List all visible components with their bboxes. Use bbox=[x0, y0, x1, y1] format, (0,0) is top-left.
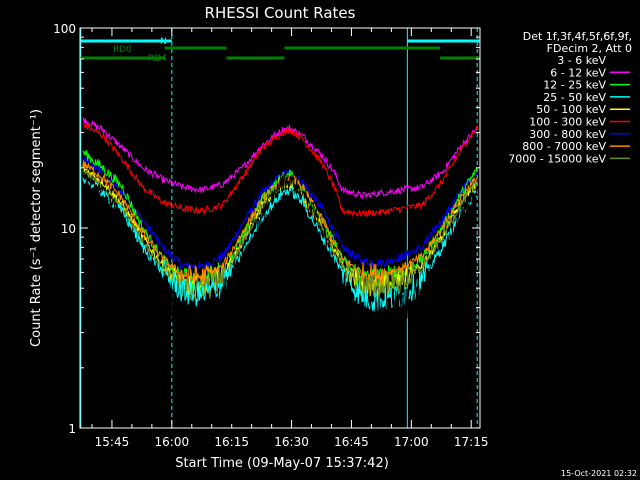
legend-entry-label: 25 - 50 keV bbox=[543, 91, 606, 104]
x-axis: 15:45 16:00 16:15 16:30 16:45 17:00 17:15 bbox=[91, 28, 489, 449]
status-bar-label-rd0: RD0 bbox=[113, 45, 132, 55]
y-tick-label: 100 bbox=[53, 22, 76, 36]
legend-entry-label: 12 - 25 keV bbox=[543, 79, 606, 92]
x-tick-label: 16:15 bbox=[214, 435, 249, 449]
legend: Det 1f,3f,4f,5f,6f,9f,FDecim 2, Att 03 -… bbox=[508, 30, 632, 165]
x-tick-label: 16:45 bbox=[334, 435, 369, 449]
chart-title: RHESSI Count Rates bbox=[205, 4, 356, 22]
series-line-3 bbox=[82, 177, 478, 312]
y-tick-label: 1 bbox=[68, 422, 76, 436]
legend-entry-label: 300 - 800 keV bbox=[529, 128, 606, 141]
status-bar-label-rd4: RD4 bbox=[148, 54, 167, 64]
legend-entry-label: 7000 - 15000 keV bbox=[508, 152, 606, 165]
legend-entry-label: 50 - 100 keV bbox=[536, 103, 606, 116]
x-tick-label: 15:45 bbox=[95, 435, 130, 449]
series-line-5 bbox=[82, 123, 478, 218]
y-axis: 1 10 100 bbox=[53, 22, 480, 436]
legend-header-line: Det 1f,3f,4f,5f,6f,9f, bbox=[523, 30, 632, 43]
legend-entry-label: 6 - 12 keV bbox=[550, 66, 606, 79]
x-tick-label: 16:30 bbox=[274, 435, 309, 449]
legend-entry-label: 800 - 7000 keV bbox=[522, 140, 606, 153]
series-group bbox=[82, 117, 478, 341]
legend-entry-label: 100 - 300 keV bbox=[529, 116, 606, 129]
status-bar-label-n: N bbox=[160, 37, 167, 47]
x-tick-label: 16:00 bbox=[155, 435, 190, 449]
x-axis-label: Start Time (09-May-07 15:37:42) bbox=[175, 456, 389, 471]
footer-timestamp: 15-Oct-2021 02:32 bbox=[561, 469, 637, 478]
legend-header-line: FDecim 2, Att 0 bbox=[547, 42, 632, 55]
series-line-0 bbox=[82, 171, 478, 341]
series-line-7 bbox=[82, 160, 478, 287]
legend-entry-label: 3 - 6 keV bbox=[557, 54, 606, 67]
status-bars: N RD0 RD4 bbox=[80, 37, 480, 64]
y-axis-label: Count Rate (s⁻¹ detector segment⁻¹) bbox=[29, 109, 44, 347]
x-tick-label: 17:00 bbox=[394, 435, 429, 449]
y-tick-label: 10 bbox=[61, 222, 76, 236]
x-tick-label: 17:15 bbox=[454, 435, 489, 449]
